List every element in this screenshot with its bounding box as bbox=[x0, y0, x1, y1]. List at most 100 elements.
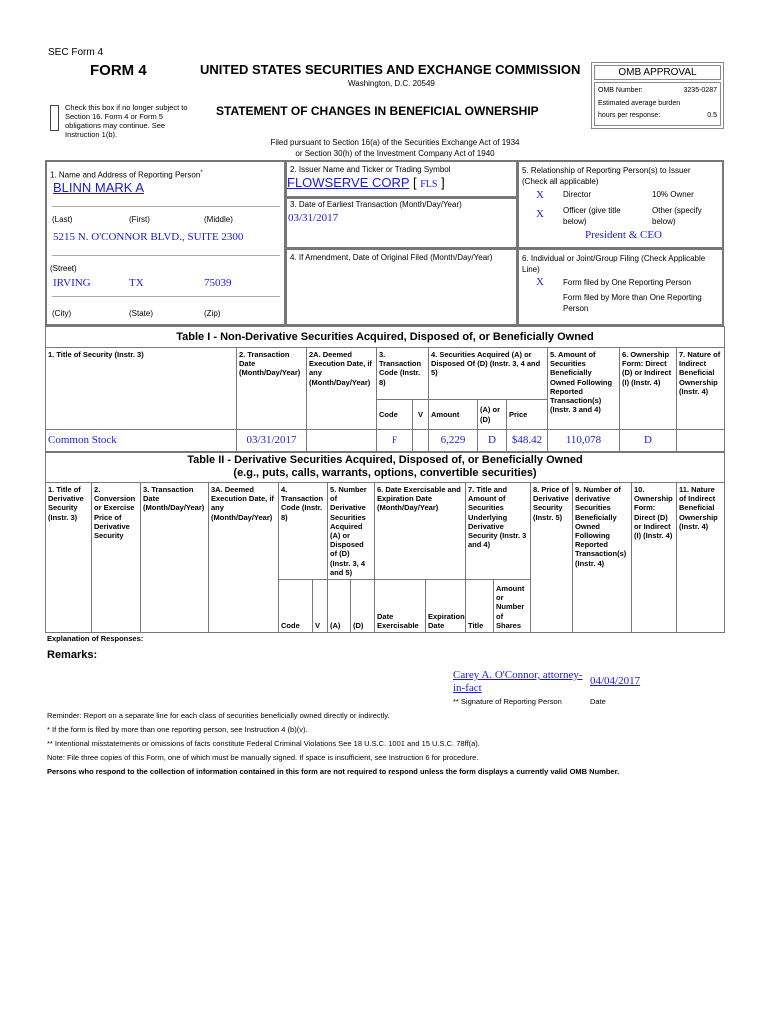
remarks-label: Remarks: bbox=[47, 649, 98, 661]
no-longer-subject-checkbox[interactable] bbox=[50, 105, 59, 131]
owned-following: 110,078 bbox=[547, 429, 620, 453]
asterisk: * bbox=[200, 170, 203, 176]
t1-sub-code: Code bbox=[376, 399, 413, 430]
note-2: ** Intentional misstatements or omission… bbox=[47, 739, 480, 748]
t2-col-deemed: 3A. Deemed Execution Date, if any (Month… bbox=[208, 481, 279, 634]
omb-number-label: OMB Number: bbox=[598, 87, 643, 94]
t1-sub-ad: (A) or (D) bbox=[477, 399, 507, 430]
box2-label: 2. Issuer Name and Ticker or Trading Sym… bbox=[290, 165, 451, 174]
table-2-title-line-2: (e.g., puts, calls, warrants, options, c… bbox=[233, 467, 537, 479]
t2-sub-date-exercisable: Date Exercisable bbox=[374, 579, 426, 634]
t2-sub-amount: Amount or Number of Shares bbox=[493, 579, 531, 634]
checkbox-text: Check this box if no longer subject to S… bbox=[65, 103, 188, 139]
zip-value: 75039 bbox=[204, 277, 232, 289]
t2-sub-a: (A) bbox=[327, 579, 351, 634]
one-person-label: Form filed by One Reporting Person bbox=[563, 278, 692, 287]
omb-title: OMB APPROVAL bbox=[594, 65, 721, 80]
deemed-date bbox=[306, 429, 377, 453]
amount: 6,229 bbox=[428, 429, 478, 453]
explanation-label: Explanation of Responses: bbox=[47, 634, 144, 643]
t1-col-acquired: 4. Securities Acquired (A) or Disposed O… bbox=[428, 347, 548, 400]
form-number: FORM 4 bbox=[90, 62, 147, 79]
t1-col-owned: 5. Amount of Securities Beneficially Own… bbox=[547, 347, 620, 430]
t2-sub-v: V bbox=[312, 579, 328, 634]
sec-form-label: SEC Form 4 bbox=[48, 47, 104, 58]
t2-col-date: 3. Transaction Date (Month/Day/Year) bbox=[140, 481, 209, 634]
t2-col-owned: 9. Number of derivative Securities Benef… bbox=[572, 481, 632, 634]
one-person-x-mark: X bbox=[536, 276, 544, 288]
director-x-mark: X bbox=[536, 189, 544, 201]
t2-col-conversion: 2. Conversion or Exercise Price of Deriv… bbox=[91, 481, 141, 634]
t1-col-title: 1. Title of Security (Instr. 3) bbox=[45, 347, 237, 430]
note-4: Persons who respond to the collection of… bbox=[47, 767, 620, 776]
t1-col-deemed: 2A. Deemed Execution Date, if any (Month… bbox=[306, 347, 377, 430]
officer-label: Officer (give title below) bbox=[563, 206, 621, 226]
t1-sub-amount: Amount bbox=[428, 399, 478, 430]
t2-sub-expiration: Expiration Date bbox=[425, 579, 466, 634]
omb-burden-label: Estimated average burden bbox=[598, 99, 681, 107]
table-2-title: Table II - Derivative Securities Acquire… bbox=[44, 451, 726, 483]
street-value: 5215 N. O'CONNOR BLVD., SUITE 2300 bbox=[53, 231, 244, 243]
omb-hours: 0.5 bbox=[707, 112, 717, 119]
table-2-title-line-1: Table II - Derivative Securities Acquire… bbox=[187, 454, 583, 466]
t2-sub-title: Title bbox=[465, 579, 494, 634]
omb-approval-box: OMB APPROVAL OMB Number: 3235-0287 Estima… bbox=[591, 62, 724, 129]
issuer-line: FLOWSERVE CORP [ FLS ] bbox=[287, 175, 445, 190]
omb-number: 3235-0287 bbox=[683, 87, 717, 94]
omb-hours-label: hours per response: bbox=[598, 112, 661, 119]
signature-link[interactable]: Carey A. O'Connor, attorney-in-fact bbox=[453, 669, 583, 694]
filed-line-1: Filed pursuant to Section 16(a) of the S… bbox=[270, 138, 520, 147]
ownership-form: D bbox=[619, 429, 677, 453]
t1-col-date: 2. Transaction Date (Month/Day/Year) bbox=[236, 347, 307, 430]
last-label: (Last) bbox=[52, 215, 73, 224]
date-label: Date bbox=[590, 697, 606, 706]
street-label: (Street) bbox=[50, 264, 77, 273]
other-label: Other (specify below) bbox=[652, 206, 702, 226]
issuer-name-link[interactable]: FLOWSERVE CORP bbox=[287, 175, 410, 190]
box1-label-text: 1. Name and Address of Reporting Person bbox=[50, 170, 201, 180]
more-persons-label: Form filed by More than One Reporting Pe… bbox=[563, 293, 702, 313]
reporting-person-name-link[interactable]: BLINN MARK A bbox=[53, 180, 145, 195]
box5-label: 5. Relationship of Reporting Person(s) t… bbox=[522, 166, 691, 186]
nature-indirect bbox=[675, 429, 726, 453]
ten-percent-owner-label: 10% Owner bbox=[652, 190, 694, 199]
t1-col-form: 6. Ownership Form: Direct (D) or Indirec… bbox=[619, 347, 677, 430]
city-label: (City) bbox=[52, 309, 72, 318]
signature-date-link[interactable]: 04/04/2017 bbox=[590, 675, 641, 687]
reminder-text: Reminder: Report on a separate line for … bbox=[47, 711, 390, 720]
filed-line-2: or Section 30(h) of the Investment Compa… bbox=[295, 149, 495, 158]
signature-label: ** Signature of Reporting Person bbox=[453, 697, 562, 706]
table-1-non-derivative: Table I - Non-Derivative Securities Acqu… bbox=[44, 326, 726, 453]
t1-col-nature: 7. Nature of Indirect Beneficial Ownersh… bbox=[675, 347, 726, 430]
box3-label: 3. Date of Earliest Transaction (Month/D… bbox=[290, 200, 462, 209]
security-title: Common Stock bbox=[45, 429, 237, 453]
t2-col-underlying: 7. Title and Amount of Securities Underl… bbox=[465, 481, 531, 581]
officer-title: President & CEO bbox=[585, 229, 662, 241]
state-label: (State) bbox=[129, 309, 154, 318]
t2-col-title: 1. Title of Derivative Security (Instr. … bbox=[45, 481, 92, 634]
transaction-v bbox=[412, 429, 429, 453]
box4-label: 4. If Amendment, Date of Original Filed … bbox=[290, 253, 493, 262]
t2-col-form: 10. Ownership Form: Direct (D) or Indire… bbox=[631, 481, 677, 634]
t2-col-nature: 11. Nature of Indirect Beneficial Owners… bbox=[675, 481, 726, 634]
t2-col-code: 4. Transaction Code (Instr. 8) bbox=[278, 481, 328, 581]
t1-col-code: 3. Transaction Code (Instr. 8) bbox=[376, 347, 429, 400]
t2-sub-code: Code bbox=[278, 579, 313, 634]
ticker: FLS bbox=[420, 179, 438, 190]
t1-sub-price: Price bbox=[506, 399, 548, 430]
price: $48.42 bbox=[506, 429, 548, 453]
first-label: (First) bbox=[129, 215, 150, 224]
table-2-derivative: Table II - Derivative Securities Acquire… bbox=[44, 451, 726, 634]
commission-title: UNITED STATES SECURITIES AND EXCHANGE CO… bbox=[200, 62, 581, 77]
t2-col-number: 5. Number of Derivative Securities Acqui… bbox=[327, 481, 375, 581]
statement-title: STATEMENT OF CHANGES IN BENEFICIAL OWNER… bbox=[216, 104, 539, 118]
state-value: TX bbox=[129, 277, 144, 289]
table-1-title: Table I - Non-Derivative Securities Acqu… bbox=[44, 326, 726, 348]
earliest-transaction-date: 03/31/2017 bbox=[288, 212, 339, 224]
acquired-disposed: D bbox=[477, 429, 507, 453]
box1-label: 1. Name and Address of Reporting Person* bbox=[50, 168, 203, 181]
officer-x-mark: X bbox=[536, 208, 544, 220]
city-value: IRVING bbox=[53, 277, 91, 289]
omb-details: OMB Number: 3235-0287 Estimated average b… bbox=[594, 82, 721, 126]
filed-pursuant: Filed pursuant to Section 16(a) of the S… bbox=[230, 137, 560, 159]
